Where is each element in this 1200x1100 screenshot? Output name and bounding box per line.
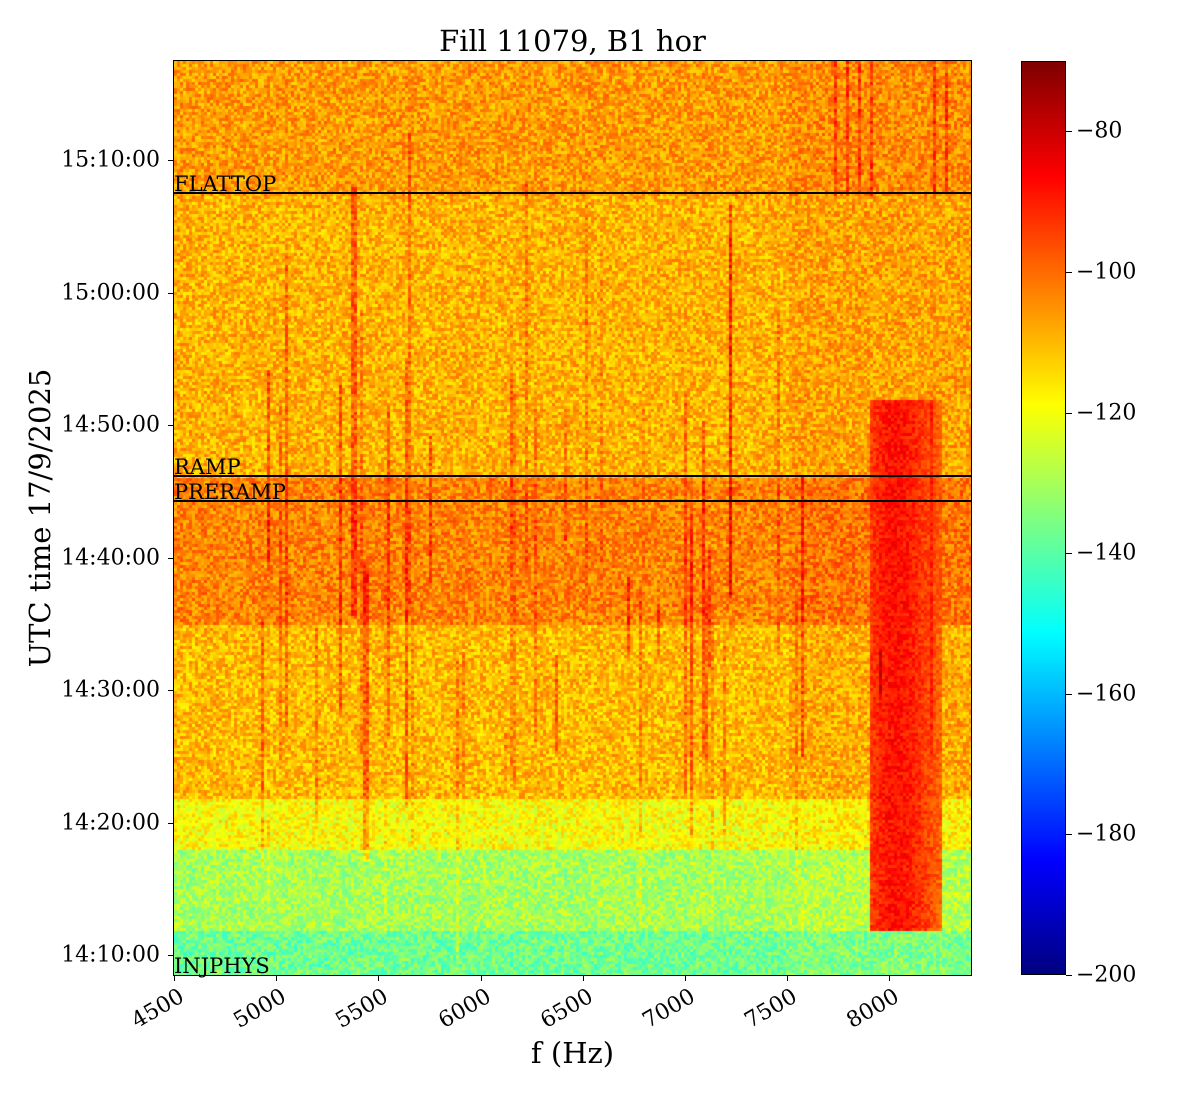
y-tick-label: 14:40:00 bbox=[61, 545, 160, 571]
marker-line-ramp bbox=[174, 475, 971, 478]
y-tick-label: 14:20:00 bbox=[61, 810, 160, 836]
marker-label-injphys: INJPHYS bbox=[174, 954, 270, 978]
colorbar-tick bbox=[1066, 834, 1072, 836]
colorbar-tick-label: −180 bbox=[1076, 821, 1137, 847]
y-tick-label: 15:00:00 bbox=[61, 280, 160, 306]
y-tick bbox=[168, 822, 174, 824]
marker-line-flattop bbox=[174, 192, 971, 195]
y-tick-label: 14:10:00 bbox=[61, 942, 160, 968]
marker-label-preramp: PRERAMP bbox=[174, 480, 286, 505]
x-axis-title: f (Hz) bbox=[530, 1036, 615, 1070]
x-tick-label: 6500 bbox=[536, 984, 598, 1034]
colorbar-tick-label: −200 bbox=[1076, 962, 1137, 988]
x-tick-label: 8000 bbox=[842, 984, 904, 1034]
y-tick-label: 14:50:00 bbox=[61, 412, 160, 438]
colorbar-tick-label: −100 bbox=[1076, 259, 1137, 285]
y-tick bbox=[168, 160, 174, 162]
spectrogram-heatmap bbox=[174, 61, 971, 975]
x-tick bbox=[889, 975, 891, 981]
y-tick-label: 14:30:00 bbox=[61, 677, 160, 703]
chart-title: Fill 11079, B1 hor bbox=[439, 24, 706, 58]
marker-label-flattop: FLATTOP bbox=[174, 172, 277, 197]
x-tick-label: 7500 bbox=[740, 984, 802, 1034]
x-tick-label: 7000 bbox=[638, 984, 700, 1034]
y-tick bbox=[168, 557, 174, 559]
x-tick-label: 5000 bbox=[229, 984, 291, 1034]
colorbar-tick bbox=[1066, 975, 1072, 976]
y-tick bbox=[168, 955, 174, 957]
x-tick-label: 5500 bbox=[331, 984, 393, 1034]
x-tick bbox=[684, 975, 686, 981]
y-tick bbox=[168, 690, 174, 692]
colorbar-tick bbox=[1066, 693, 1072, 695]
colorbar bbox=[1021, 61, 1066, 975]
x-tick bbox=[378, 975, 380, 981]
y-axis-title: UTC time 17/9/2025 bbox=[23, 368, 57, 668]
y-tick bbox=[168, 425, 174, 427]
x-tick bbox=[480, 975, 482, 981]
marker-label-ramp: RAMP bbox=[174, 455, 241, 480]
colorbar-tick bbox=[1066, 553, 1072, 555]
x-tick bbox=[276, 975, 278, 981]
x-tick bbox=[582, 975, 584, 981]
x-tick bbox=[787, 975, 789, 981]
colorbar-tick-label: −80 bbox=[1076, 118, 1123, 144]
colorbar-tick bbox=[1066, 271, 1072, 273]
colorbar-tick-label: −140 bbox=[1076, 540, 1137, 566]
x-tick-label: 4500 bbox=[127, 984, 189, 1034]
plot-area bbox=[174, 61, 971, 975]
colorbar-tick bbox=[1066, 131, 1072, 133]
marker-line-preramp bbox=[174, 500, 971, 503]
y-tick-label: 15:10:00 bbox=[61, 147, 160, 173]
x-tick-label: 6000 bbox=[434, 984, 496, 1034]
colorbar-tick-label: −160 bbox=[1076, 681, 1137, 707]
y-tick bbox=[168, 292, 174, 294]
colorbar-tick bbox=[1066, 412, 1072, 414]
x-tick bbox=[174, 975, 175, 981]
colorbar-tick-label: −120 bbox=[1076, 400, 1137, 426]
